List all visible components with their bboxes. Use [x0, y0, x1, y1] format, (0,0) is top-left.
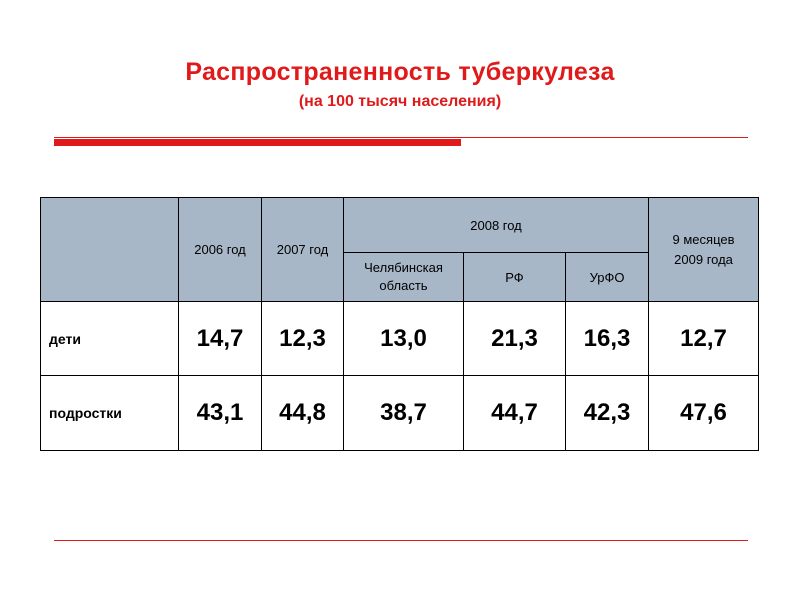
table-cell: 38,7 — [343, 375, 464, 451]
table-cell: 42,3 — [564, 375, 650, 451]
top-divider-thick — [54, 139, 461, 146]
header-rf: РФ — [463, 252, 566, 302]
bottom-divider — [54, 540, 748, 541]
table-cell: 13,0 — [343, 301, 464, 376]
row-label-teens: подростки — [40, 375, 179, 451]
table-cell: 12,3 — [261, 301, 344, 376]
header-2006: 2006 год — [178, 197, 262, 302]
slide-header: Распространенность туберкулеза (на 100 т… — [0, 58, 800, 111]
table-cell: 47,6 — [648, 375, 760, 451]
page-subtitle: (на 100 тысяч населения) — [298, 93, 502, 110]
table-cell: 21,3 — [463, 301, 566, 376]
table-cell: 16,3 — [564, 301, 650, 376]
header-2007: 2007 год — [261, 197, 344, 302]
table-row: дети 14,7 12,3 13,0 21,3 16,3 12,7 — [40, 301, 760, 376]
tuberculosis-table: 2006 год 2007 год 2008 год 9 месяцев 200… — [40, 197, 760, 451]
header-2009: 9 месяцев 2009 года — [648, 197, 760, 302]
table-cell: 44,8 — [261, 375, 344, 451]
table-cell: 14,7 — [178, 301, 262, 376]
header-chelyabinsk: Челябинская область — [343, 252, 464, 302]
header-2008: 2008 год — [342, 197, 650, 253]
table-cell: 43,1 — [178, 375, 262, 451]
page-title: Распространенность туберкулеза — [185, 58, 615, 86]
table-cell: 12,7 — [648, 301, 760, 376]
top-divider-thin — [54, 137, 748, 138]
table-cell: 44,7 — [463, 375, 566, 451]
row-label-children: дети — [40, 301, 179, 376]
header-corner — [40, 197, 179, 302]
header-urfo: УрФО — [564, 252, 650, 302]
table-row: подростки 43,1 44,8 38,7 44,7 42,3 47,6 — [40, 375, 760, 451]
